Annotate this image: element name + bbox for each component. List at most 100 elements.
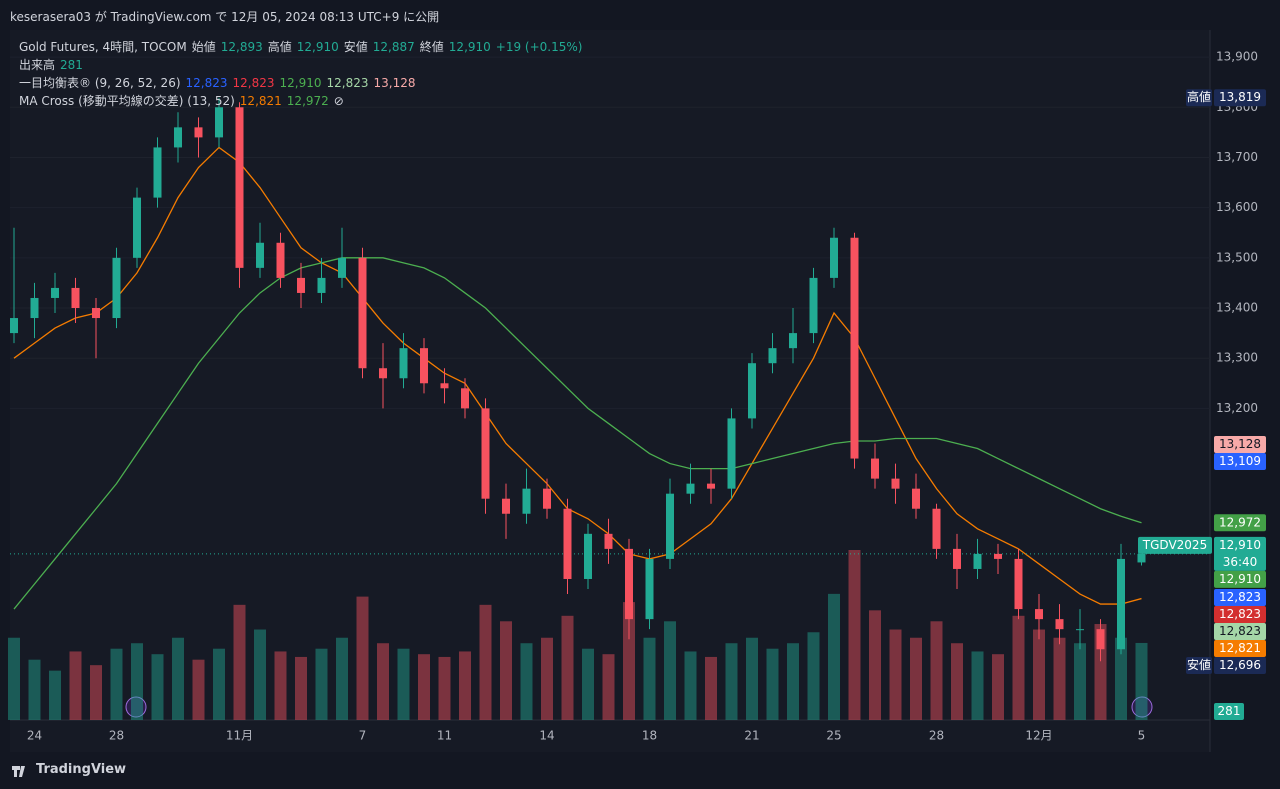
volume-bar (418, 654, 430, 720)
volume-bar (274, 651, 287, 720)
candle-body (994, 553, 1002, 559)
candle-body (1014, 558, 1023, 610)
legend-row: MA Cross (移動平均線の交差) (13, 52) 12,821 12,972… (19, 92, 587, 110)
event-icon[interactable] (1131, 696, 1153, 718)
volume-bar (479, 604, 492, 720)
legend-item: 12,972 (286, 94, 329, 108)
top-bar (0, 0, 1280, 30)
brand: TradingView (36, 762, 127, 777)
ma-line (13, 146, 1142, 605)
volume-bar (520, 643, 533, 720)
volume-bar (1115, 637, 1127, 720)
volume-bar (561, 615, 574, 720)
candle-body (912, 488, 920, 509)
legend-item: 12,887 (372, 40, 415, 54)
legend-item: +19 (+0.15%) (495, 40, 583, 54)
price-label: 12,823 (1219, 624, 1261, 638)
candle-body (1055, 619, 1064, 630)
volume-bar (1074, 643, 1086, 720)
y-tick-label: 13,500 (1216, 250, 1258, 264)
y-tick-label: 13,400 (1216, 301, 1258, 315)
candle-body (194, 127, 203, 138)
candle-body (379, 368, 387, 379)
x-tick-label: 11 (437, 729, 452, 743)
volume-bar (582, 648, 594, 720)
price-label-box (1214, 89, 1266, 107)
candle-body (789, 333, 797, 349)
volume-label: 281 (1218, 704, 1241, 718)
volume-bar (90, 665, 102, 720)
legend: Gold Futures, 4時間, TOCOM 始値 12,893 高値 12,910… (19, 38, 587, 110)
candle-body (481, 408, 490, 499)
candle-body (871, 458, 879, 479)
volume-bar (766, 648, 779, 720)
legend-row: 一目均衡表® (9, 26, 52, 26) 12,823 12,823 12,910… (19, 74, 587, 92)
price-label-box (1214, 536, 1266, 571)
volume-bar (951, 643, 963, 720)
price-tag: 高値 (1187, 89, 1211, 104)
volume-bar (1135, 642, 1148, 720)
candle-body (625, 548, 633, 620)
volume-bar (377, 643, 389, 720)
legend-item: 終値 (419, 40, 444, 54)
volume-bar (705, 656, 717, 720)
legend-item: 12,823 (326, 76, 369, 90)
candle-body (830, 237, 838, 278)
price-label-box (1214, 514, 1266, 532)
candle-body (666, 493, 674, 559)
candle-body (645, 558, 654, 620)
volume-bar (623, 602, 635, 720)
price-label: 13,128 (1219, 437, 1261, 451)
x-tick-label: 21 (744, 729, 759, 743)
legend-item: 13,128 (373, 76, 416, 90)
price-label: 13,819 (1219, 90, 1261, 104)
volume-bar (787, 643, 799, 720)
candle-body (215, 107, 223, 138)
event-icon[interactable] (125, 696, 147, 718)
legend-row: 出来高 281 (19, 56, 587, 74)
candle-body (522, 488, 531, 514)
candle-body (461, 388, 469, 409)
volume-bar (992, 654, 1004, 720)
candle-body (440, 383, 449, 389)
candle-body (707, 483, 715, 489)
candle-body (338, 257, 346, 278)
candle-body (953, 548, 961, 569)
price-label: 12,823 (1219, 607, 1261, 621)
volume-bar (643, 637, 656, 720)
volume-bar (151, 654, 164, 720)
volume-label-box (1214, 703, 1244, 720)
price-label-box (1214, 453, 1266, 471)
volume-bar (664, 621, 676, 720)
candle-body (584, 533, 592, 579)
price-label: 13,109 (1219, 454, 1261, 468)
candle-body (973, 553, 982, 569)
volume-bar (602, 654, 615, 720)
legend-item: Gold Futures, 4時間, TOCOM (19, 40, 187, 54)
candle-body (1076, 629, 1084, 631)
legend-item: 12,910 (448, 40, 491, 54)
candle-body (10, 318, 18, 334)
tag-box (1186, 89, 1212, 107)
publish-info: keserasera03 が TradingView.com で 12月 05,… (10, 10, 440, 24)
volume-bar (459, 651, 471, 720)
candle-body (92, 308, 100, 319)
volume-bar (49, 670, 61, 720)
ma-line (13, 257, 1142, 610)
legend-item: 12,910 (279, 76, 322, 90)
volume-bar (336, 637, 348, 720)
volume-bar (192, 659, 205, 720)
price-label: 12,910 (1219, 572, 1261, 586)
candle-body (297, 277, 305, 293)
legend-item: 12,823 (185, 76, 228, 90)
x-tick-label: 7 (359, 729, 367, 743)
candle-body (1137, 553, 1146, 563)
candle-body (1117, 558, 1125, 650)
volume-bar (889, 629, 902, 720)
candle-body (133, 197, 141, 258)
volume-bar (356, 596, 369, 720)
price-label-box (1214, 640, 1266, 658)
logo (12, 766, 25, 777)
volume-bar (233, 604, 246, 720)
